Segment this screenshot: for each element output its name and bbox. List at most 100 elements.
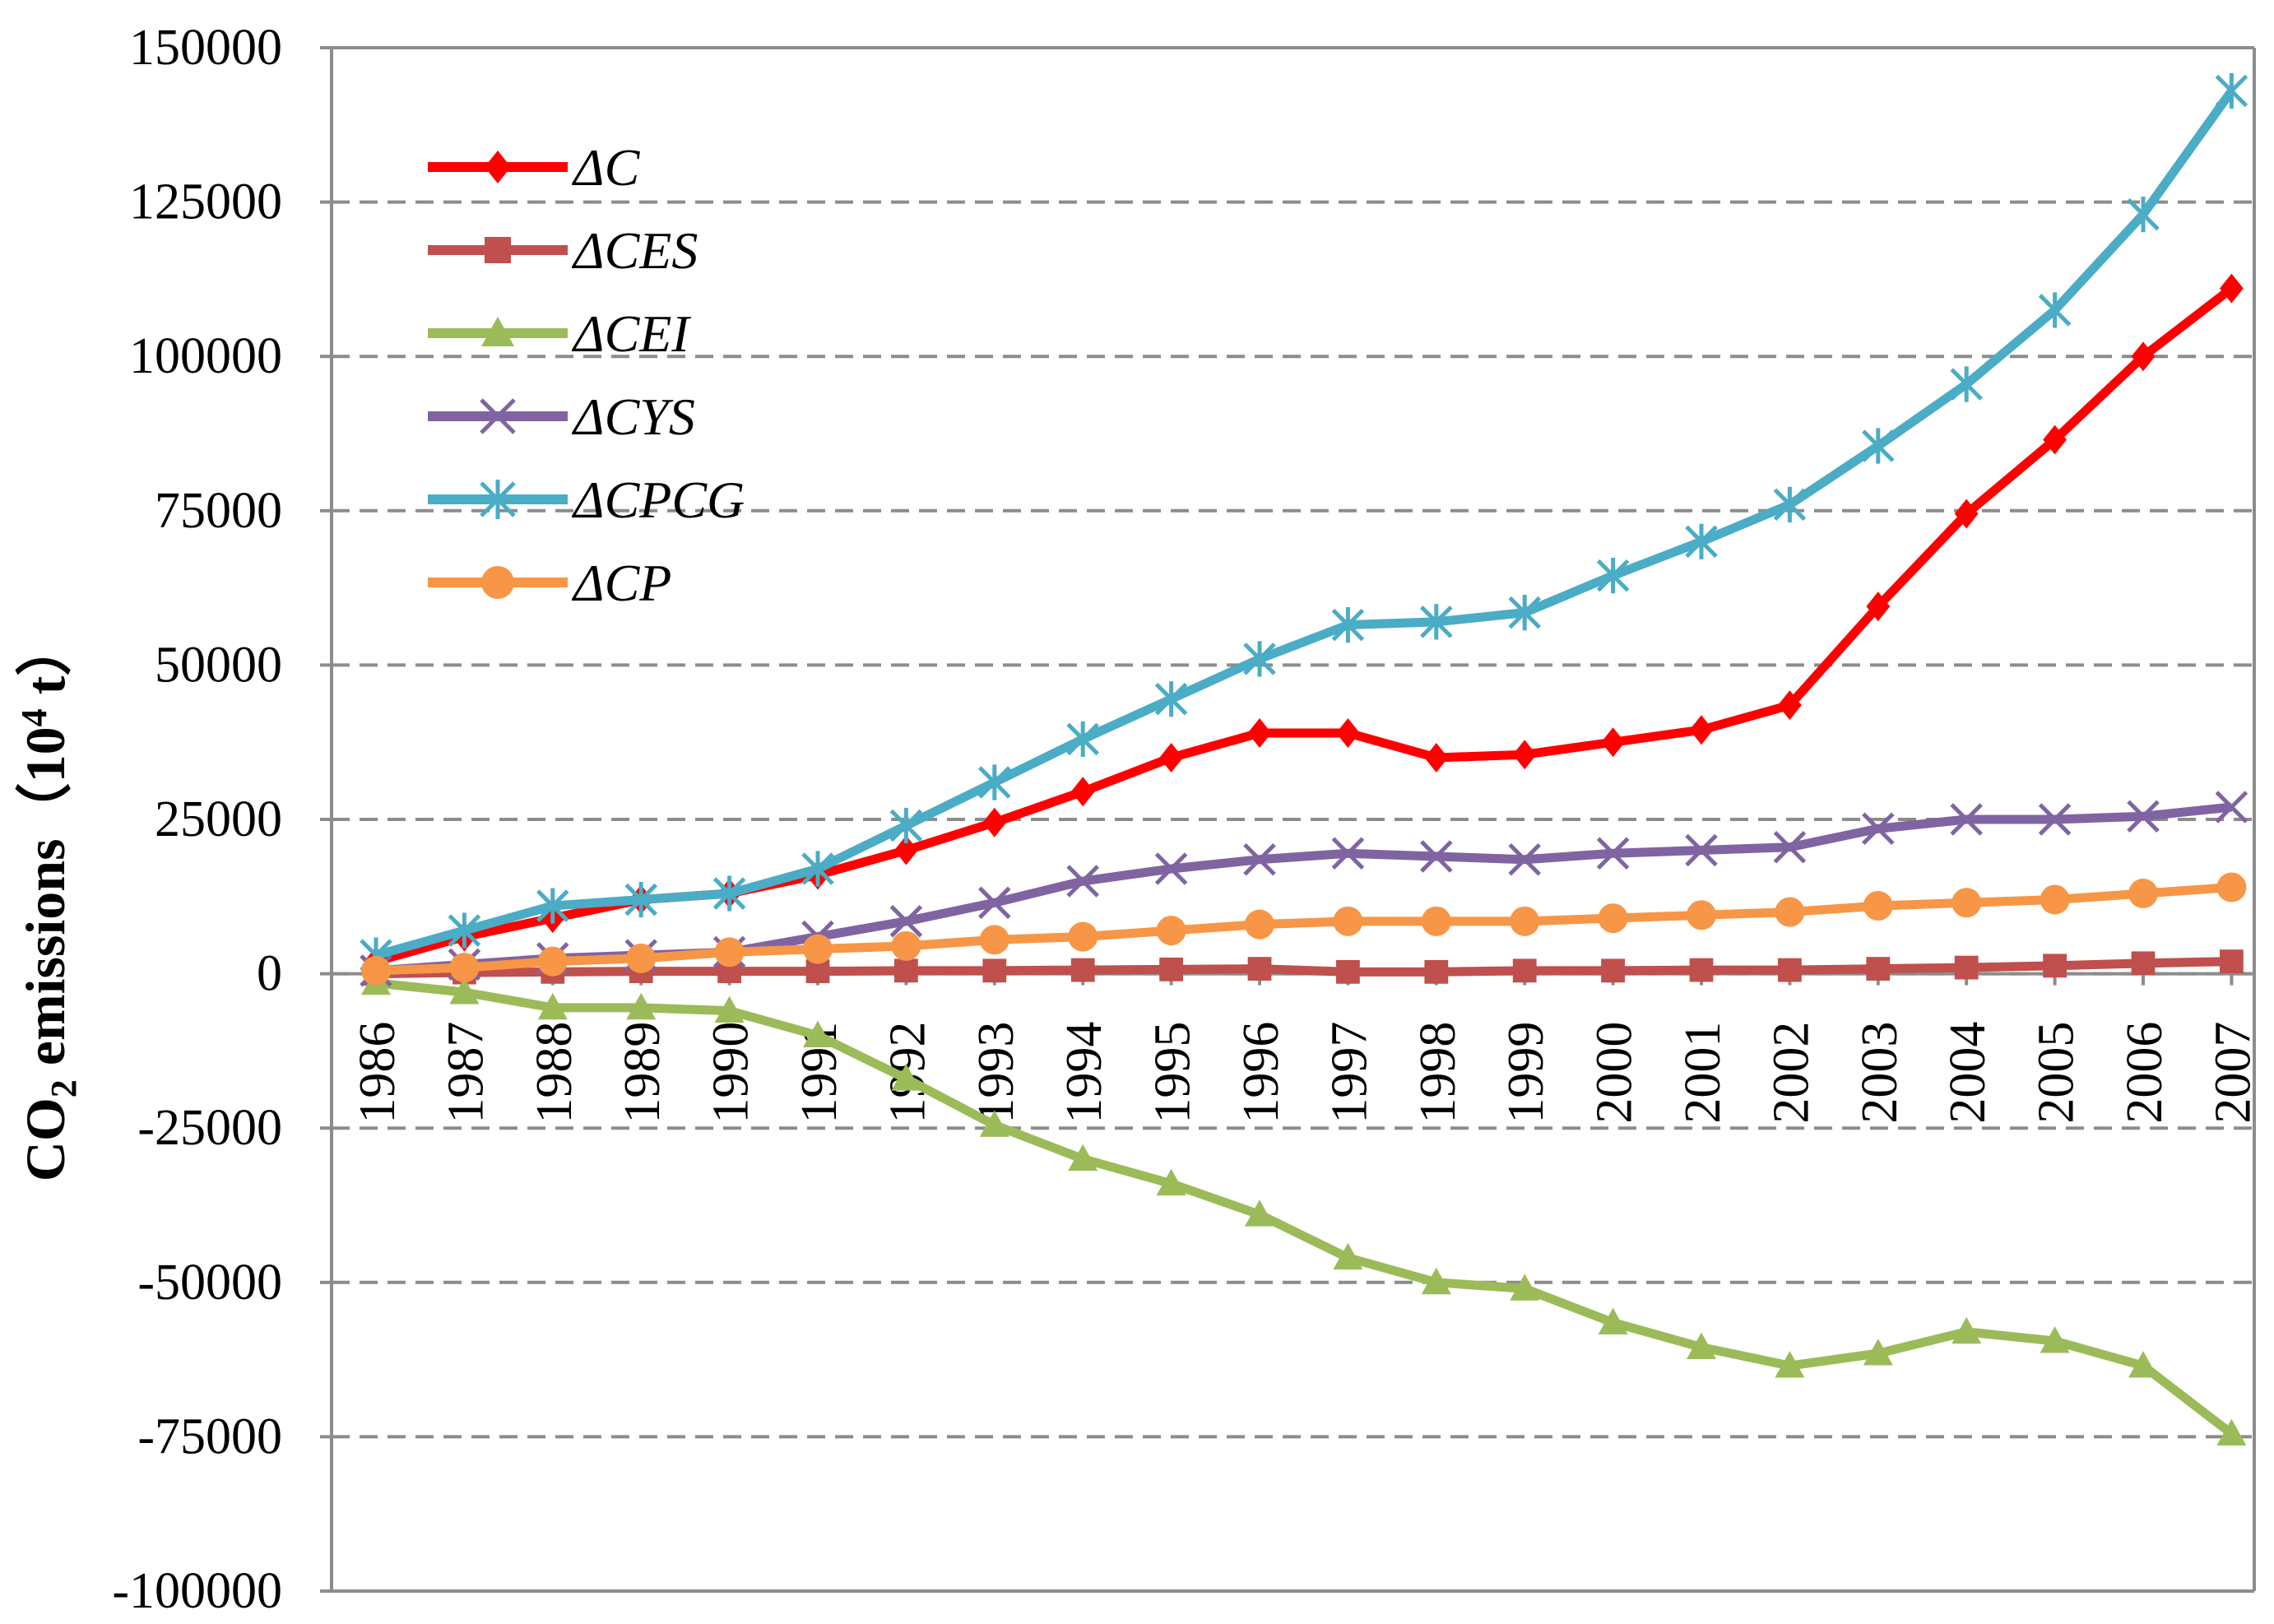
data-point bbox=[982, 958, 1007, 983]
x-tick-label: 2005 bbox=[2029, 1022, 2085, 1124]
y-tick-labels: 150000 125000 100000 75000 50000 25000 0 -25000… bbox=[112, 20, 282, 1619]
data-point bbox=[2131, 341, 2156, 372]
data-point bbox=[2216, 872, 2247, 902]
x-tick-label: 1996 bbox=[1233, 1022, 1289, 1124]
data-point bbox=[1512, 958, 1537, 983]
x-tick-label: 1998 bbox=[1410, 1022, 1466, 1124]
data-point bbox=[1154, 681, 1188, 717]
series-5 bbox=[361, 872, 2247, 986]
data-point bbox=[891, 930, 921, 961]
data-point bbox=[1510, 1274, 1540, 1301]
legend-marker bbox=[480, 480, 516, 519]
x-tick-label: 1994 bbox=[1056, 1022, 1112, 1124]
data-point bbox=[1689, 958, 1714, 982]
y-axis-title-main: CO bbox=[14, 1097, 77, 1181]
data-point bbox=[1336, 717, 1360, 748]
data-point bbox=[624, 881, 657, 918]
data-point bbox=[626, 992, 657, 1020]
x-tick-label: 1988 bbox=[527, 1022, 582, 1124]
y-tick-label: -50000 bbox=[137, 1255, 282, 1311]
y-tick-label: 100000 bbox=[129, 328, 282, 384]
series-line bbox=[375, 957, 2232, 979]
data-point bbox=[712, 875, 746, 912]
data-point bbox=[1866, 592, 1891, 622]
x-tick-label: 2004 bbox=[1940, 1022, 1996, 1124]
data-point bbox=[1778, 690, 1802, 721]
data-point bbox=[2040, 1326, 2070, 1353]
series-line bbox=[375, 978, 2235, 1438]
data-point bbox=[1596, 837, 1630, 870]
data-point bbox=[889, 905, 923, 938]
data-point bbox=[1156, 916, 1186, 946]
x-tick-label: 1993 bbox=[968, 1022, 1024, 1124]
y-axis-title-subscript: 2 bbox=[44, 1079, 84, 1097]
data-point bbox=[1596, 557, 1630, 594]
data-point bbox=[1066, 865, 1099, 898]
data-point bbox=[1245, 1199, 1274, 1227]
data-point bbox=[1954, 955, 1979, 980]
y-axis-title: CO2 emissions（104 t） bbox=[14, 620, 84, 1181]
legend-label: ΔCPCG bbox=[571, 471, 745, 529]
y-axis-title-superscript: 4 bbox=[14, 708, 54, 726]
data-point bbox=[1243, 843, 1276, 876]
data-point bbox=[803, 1020, 833, 1048]
data-point bbox=[1245, 909, 1274, 940]
legend-item: ΔCEI bbox=[428, 304, 691, 363]
y-axis-title-unit: t） bbox=[14, 620, 77, 709]
data-point bbox=[1159, 957, 1183, 981]
data-point bbox=[803, 934, 833, 964]
x-tick-label: 2006 bbox=[2117, 1022, 2173, 1124]
data-point bbox=[1866, 957, 1891, 981]
legend-marker bbox=[481, 317, 514, 346]
data-point bbox=[894, 835, 918, 865]
data-point bbox=[1601, 958, 1625, 983]
x-tick-label: 1997 bbox=[1321, 1022, 1377, 1124]
data-point bbox=[1070, 958, 1095, 982]
x-tick-label: 2002 bbox=[1763, 1022, 1819, 1124]
data-point bbox=[1333, 906, 1363, 936]
data-point bbox=[2127, 800, 2160, 833]
data-point bbox=[1331, 607, 1365, 643]
x-tick-label: 1986 bbox=[350, 1022, 406, 1124]
data-point bbox=[1773, 486, 1807, 522]
data-point bbox=[1954, 499, 1979, 529]
legend-marker bbox=[485, 151, 511, 183]
y-tick-label: -25000 bbox=[137, 1100, 282, 1156]
data-point bbox=[537, 992, 568, 1020]
data-point bbox=[801, 851, 834, 887]
data-point bbox=[2128, 879, 2158, 909]
y-tick-label: 125000 bbox=[129, 174, 282, 230]
x-tick-labels: 1986198719881989199019911992199319941995… bbox=[350, 1022, 2261, 1124]
x-tick-label: 1995 bbox=[1145, 1022, 1201, 1124]
data-point bbox=[1512, 740, 1537, 770]
data-point bbox=[1950, 803, 1983, 836]
x-tick-label: 1990 bbox=[703, 1022, 759, 1124]
data-point bbox=[626, 943, 657, 973]
legend-marker bbox=[481, 566, 514, 599]
data-point bbox=[2038, 292, 2072, 328]
data-point bbox=[1775, 897, 1805, 927]
legend-item: ΔC bbox=[428, 138, 641, 197]
y-axis-title-rest: emissions（10 bbox=[14, 726, 77, 1079]
data-point bbox=[2215, 72, 2248, 109]
series-4 bbox=[360, 72, 2248, 973]
data-point bbox=[982, 807, 1007, 838]
data-point bbox=[2043, 425, 2067, 455]
y-tick-label: -75000 bbox=[137, 1408, 282, 1464]
data-point bbox=[1598, 1307, 1628, 1334]
data-point bbox=[1421, 1267, 1451, 1295]
data-point bbox=[449, 953, 480, 983]
x-tick-label: 2007 bbox=[2205, 1022, 2261, 1124]
data-point bbox=[1685, 833, 1718, 867]
data-point bbox=[1601, 727, 1625, 758]
data-point bbox=[1068, 921, 1098, 952]
data-point bbox=[1068, 1144, 1098, 1172]
x-tick-label: 1987 bbox=[438, 1022, 494, 1124]
data-point bbox=[889, 807, 923, 844]
x-tick-label: 1999 bbox=[1498, 1022, 1554, 1124]
data-point bbox=[449, 977, 480, 1005]
data-point bbox=[1420, 604, 1453, 640]
data-point bbox=[978, 764, 1011, 800]
